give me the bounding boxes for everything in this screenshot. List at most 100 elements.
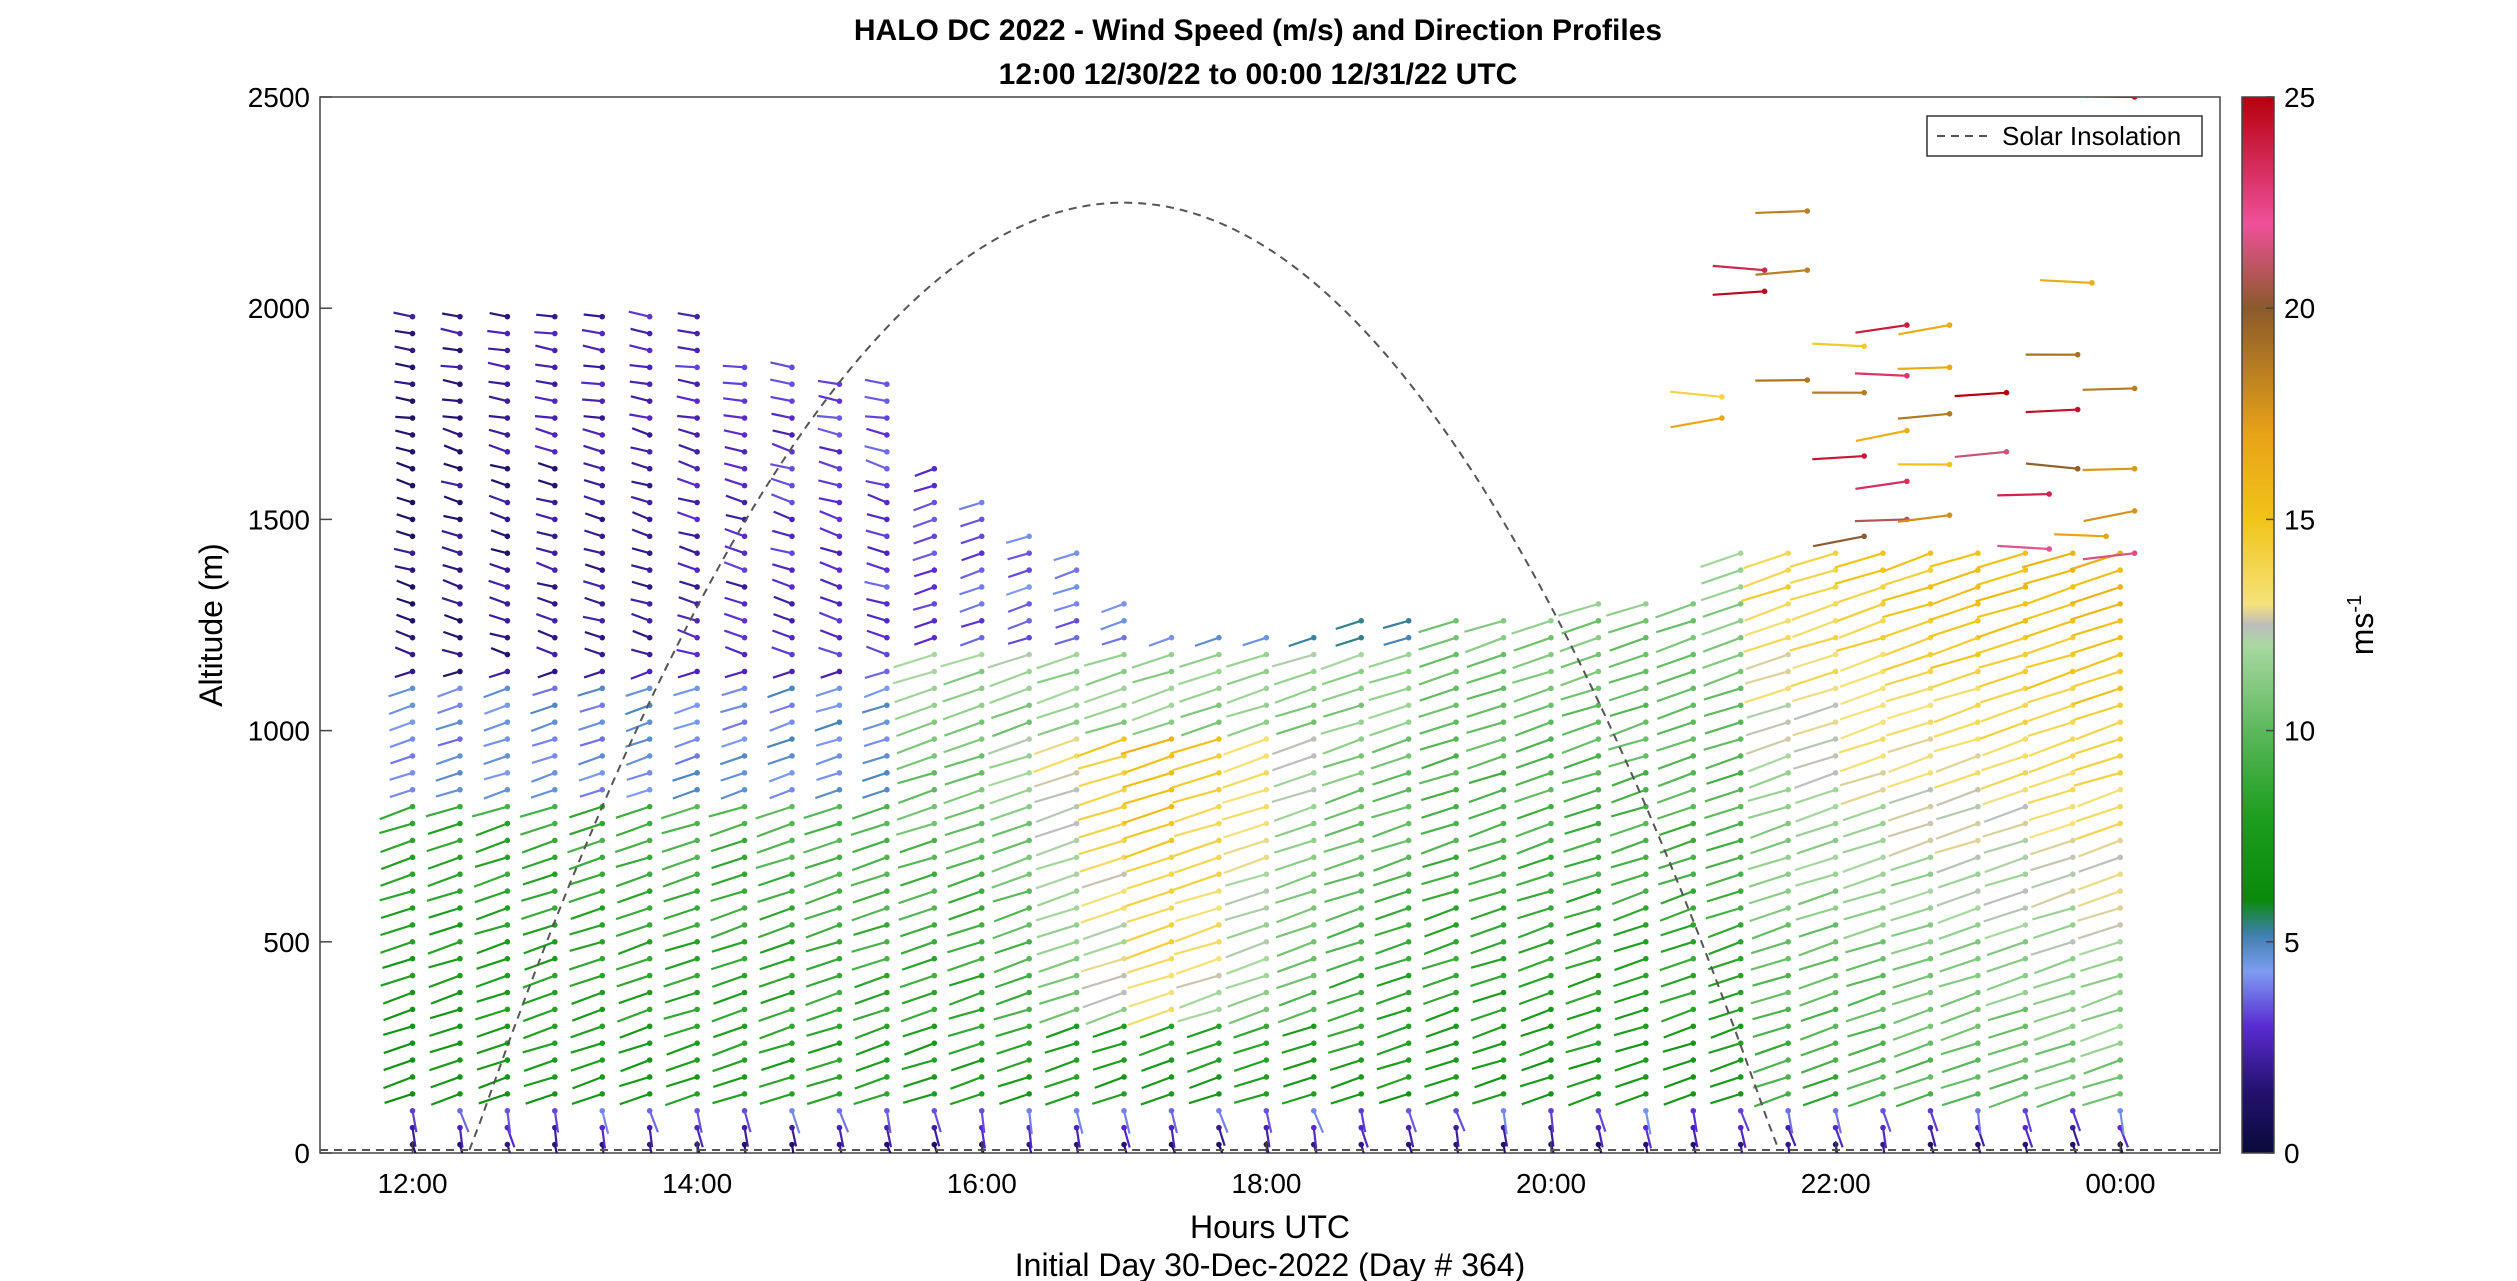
wind-barb-dot bbox=[694, 499, 700, 506]
wind-barb-dot bbox=[836, 398, 843, 404]
wind-barb-dot bbox=[1927, 1006, 1934, 1013]
wind-barb-dot bbox=[789, 533, 795, 540]
wind-barb bbox=[1517, 957, 1552, 972]
wind-barb-dot bbox=[1595, 753, 1602, 759]
wind-barb-dot bbox=[836, 939, 843, 945]
wind-barb-dot bbox=[504, 770, 511, 776]
wind-barb bbox=[380, 839, 413, 854]
wind-barb bbox=[1127, 1008, 1172, 1027]
wind-barb bbox=[619, 1025, 651, 1039]
wind-barb bbox=[483, 721, 508, 732]
wind-barb-dot bbox=[1405, 1040, 1412, 1046]
wind-barb-dot bbox=[2103, 533, 2109, 540]
wind-barb bbox=[773, 595, 793, 605]
wind-barb-dot bbox=[1975, 584, 1981, 590]
wind-barb-dot bbox=[694, 651, 700, 658]
wind-barb bbox=[570, 1025, 603, 1039]
wind-barb-dot bbox=[1168, 753, 1175, 759]
wind-barb bbox=[1741, 585, 1789, 602]
wind-barb-dot bbox=[1168, 922, 1175, 928]
wind-barb-dot bbox=[504, 1107, 511, 1114]
wind-barb bbox=[1007, 619, 1030, 631]
wind-barb-dot bbox=[1832, 601, 1839, 607]
wind-barb bbox=[1174, 890, 1220, 905]
wind-barb-dot bbox=[2117, 837, 2124, 844]
wind-barb-dot bbox=[1548, 1057, 1554, 1063]
wind-barb bbox=[997, 1075, 1030, 1088]
wind-barb-dot bbox=[1880, 651, 1886, 658]
wind-barb-dot bbox=[1690, 939, 1697, 945]
wind-barb-dot bbox=[741, 398, 748, 404]
colorbar-label-main: ms bbox=[2344, 613, 2380, 656]
wind-barb-dot bbox=[1216, 668, 1222, 675]
wind-barb bbox=[1753, 1092, 1789, 1108]
wind-barb bbox=[723, 462, 745, 470]
wind-barb-dot bbox=[1500, 939, 1507, 945]
wind-barb bbox=[1842, 890, 1884, 904]
wind-barb-dot bbox=[789, 516, 795, 523]
wind-barb bbox=[535, 547, 556, 555]
wind-barb bbox=[1704, 805, 1742, 820]
wind-barb-dot bbox=[1168, 955, 1175, 962]
wind-barb-dot bbox=[1310, 1091, 1317, 1097]
wind-barb-dot bbox=[1690, 905, 1697, 911]
wind-barb bbox=[894, 687, 935, 704]
wind-barb bbox=[1563, 754, 1599, 770]
wind-barb bbox=[661, 856, 698, 871]
wind-barb bbox=[1376, 1008, 1409, 1021]
wind-barb-dot bbox=[1026, 820, 1032, 827]
wind-barb-dot bbox=[409, 381, 416, 388]
wind-barb bbox=[522, 923, 556, 936]
wind-barb bbox=[582, 398, 603, 403]
wind-barb bbox=[648, 1127, 654, 1148]
wind-barb bbox=[913, 501, 935, 512]
wind-barb bbox=[1692, 1110, 1698, 1133]
wind-barb-dot bbox=[1785, 770, 1791, 776]
wind-barb-dot bbox=[2069, 837, 2076, 844]
wind-barb-dot bbox=[504, 381, 511, 388]
wind-barb bbox=[1323, 839, 1362, 853]
wind-barb-dot bbox=[1358, 770, 1365, 776]
wind-barb-dot bbox=[1904, 478, 1910, 485]
wind-barb bbox=[723, 429, 745, 436]
wind-barb bbox=[1178, 991, 1220, 1009]
wind-barb bbox=[2077, 788, 2121, 808]
wind-barb-dot bbox=[1737, 601, 1744, 607]
wind-barb-dot bbox=[1927, 837, 1934, 844]
wind-barb bbox=[1549, 1110, 1555, 1133]
wind-barb-dot bbox=[457, 313, 463, 320]
wind-barb bbox=[1275, 721, 1315, 736]
wind-barb bbox=[945, 856, 983, 870]
wind-barb bbox=[1176, 974, 1220, 989]
wind-barb-dot bbox=[1453, 753, 1459, 759]
wind-barb-dot bbox=[457, 786, 463, 793]
wind-barb bbox=[1794, 788, 1836, 805]
wind-barb-dot bbox=[884, 449, 890, 455]
x-tick-label: 00:00 bbox=[2085, 1168, 2155, 1199]
wind-barb bbox=[1470, 957, 1504, 969]
wind-barb-dot bbox=[836, 702, 843, 709]
wind-barb bbox=[2036, 1092, 2074, 1109]
wind-barb bbox=[1744, 670, 1789, 685]
wind-barb-dot bbox=[409, 888, 416, 894]
wind-barb bbox=[1079, 856, 1125, 873]
wind-barb bbox=[1324, 890, 1362, 903]
wind-barb bbox=[425, 805, 461, 818]
wind-barb bbox=[1077, 754, 1125, 770]
wind-barb bbox=[396, 478, 413, 487]
wind-barb bbox=[1326, 957, 1362, 972]
wind-barb bbox=[994, 940, 1030, 955]
wind-barb bbox=[1937, 906, 1979, 924]
wind-barb bbox=[992, 890, 1030, 903]
wind-barb-dot bbox=[1785, 634, 1791, 641]
wind-barb-dot bbox=[1548, 753, 1554, 759]
wind-barb-dot bbox=[646, 465, 653, 472]
wind-barb-dot bbox=[1737, 905, 1744, 911]
wind-barb-dot bbox=[741, 719, 748, 725]
wind-barb-dot bbox=[1263, 939, 1270, 945]
wind-barb bbox=[864, 395, 888, 403]
wind-barb bbox=[582, 580, 603, 589]
wind-barb-dot bbox=[884, 415, 890, 421]
wind-barb bbox=[1658, 856, 1694, 870]
wind-barb bbox=[625, 754, 651, 767]
